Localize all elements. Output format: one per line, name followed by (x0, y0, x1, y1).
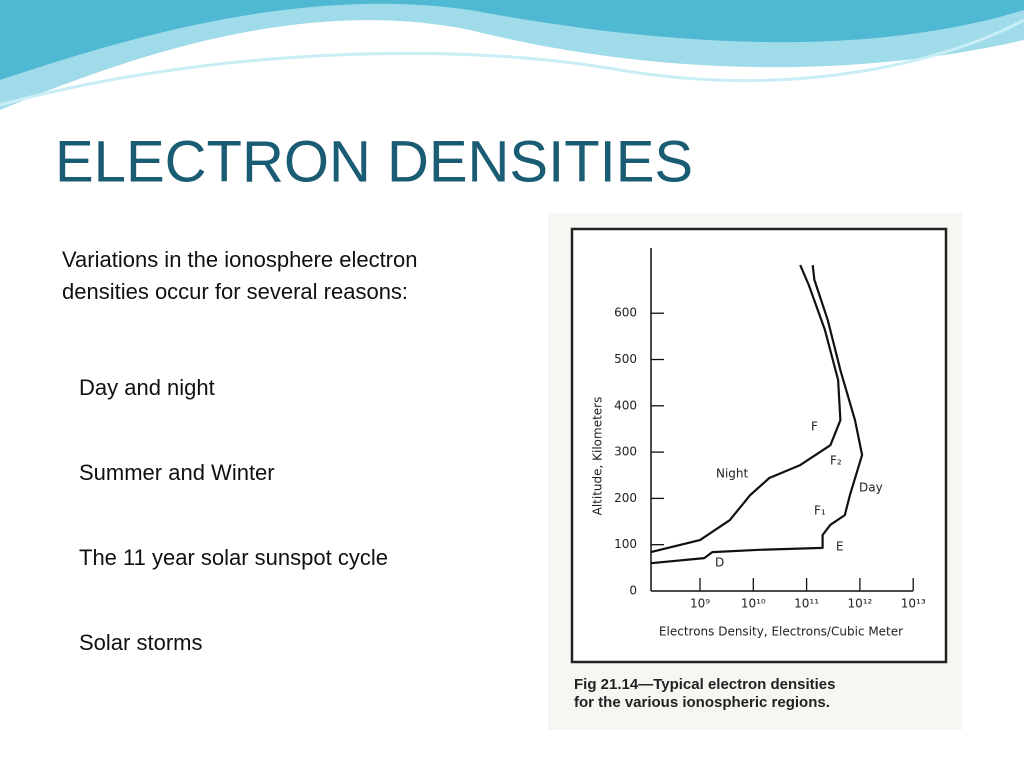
slide-title: ELECTRON DENSITIES (55, 129, 693, 194)
y-tick-label: 500 (614, 352, 637, 366)
y-tick-label: 400 (614, 398, 637, 412)
bullet: Solar storms (79, 630, 202, 655)
x-tick-label: 10¹¹ (794, 597, 819, 611)
annotation: D (715, 556, 724, 570)
caption: for the various ionospheric regions. (574, 694, 830, 711)
intro-line: Variations in the ionosphere electron (62, 247, 417, 272)
y-axis-label: Altitude, Kilometers (591, 397, 605, 516)
header-line (0, 18, 1024, 107)
y-tick-label: 100 (614, 537, 637, 551)
y-tick-label: 0 (629, 584, 637, 598)
y-tick-label: 300 (614, 445, 637, 459)
y-tick-label: 200 (614, 491, 637, 505)
line-0 (650, 264, 842, 554)
intro-line: densities occur for several reasons: (62, 279, 408, 304)
bullet: Day and night (79, 375, 215, 400)
annotation: F₁ (814, 504, 826, 518)
x-tick-label: 10¹⁰ (741, 597, 766, 611)
series-label: Night (716, 467, 749, 481)
annotation: E (836, 540, 844, 554)
y-tick-label: 600 (614, 306, 637, 320)
bullet: The 11 year solar sunspot cycle (79, 545, 388, 570)
figure-frame (570, 227, 948, 664)
x-tick-label: 10⁹ (690, 597, 710, 611)
series-label: Day (859, 481, 883, 495)
header-wave-dark (0, 0, 1024, 80)
x-tick-label: 10¹² (847, 597, 872, 611)
figure: Altitude, Kilometers Electrons Density, … (548, 213, 962, 730)
bullet: Summer and Winter (79, 460, 275, 485)
caption: Fig 21.14—Typical electron densities (574, 676, 835, 693)
annotation: F (811, 420, 818, 434)
x-tick-label: 10¹³ (901, 597, 926, 611)
annotation: F₂ (830, 454, 842, 468)
line-1 (650, 264, 864, 565)
x-axis-label: Electrons Density, Electrons/Cubic Meter (659, 625, 903, 639)
